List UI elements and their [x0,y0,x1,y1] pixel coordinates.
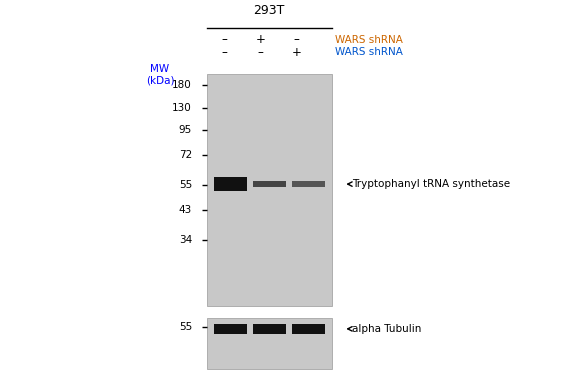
Text: 293T: 293T [253,4,285,17]
Bar [207,74,332,306]
Text: 72: 72 [179,150,192,160]
Text: 55: 55 [179,322,192,332]
Text: MW
(kDa): MW (kDa) [146,64,174,86]
Text: –: – [294,33,300,46]
Text: 55: 55 [179,180,192,190]
Text: 34: 34 [179,235,192,245]
Bar [253,181,286,187]
Text: 43: 43 [179,205,192,215]
Text: –: – [221,46,227,59]
Bar [207,318,332,369]
Text: alpha Tubulin: alpha Tubulin [352,324,421,334]
Text: WARS shRNA: WARS shRNA [335,47,403,57]
Text: –: – [258,46,264,59]
Bar [214,324,247,333]
Text: 95: 95 [179,125,192,135]
Text: –: – [221,33,227,46]
Bar [292,324,325,333]
Bar [292,181,325,187]
Text: 130: 130 [172,103,192,113]
Bar [253,324,286,333]
Text: +: + [292,46,301,59]
Text: Tryptophanyl tRNA synthetase: Tryptophanyl tRNA synthetase [352,179,510,189]
Bar [214,177,247,191]
Text: WARS shRNA: WARS shRNA [335,35,403,45]
Text: 180: 180 [172,80,192,90]
Text: +: + [256,33,265,46]
